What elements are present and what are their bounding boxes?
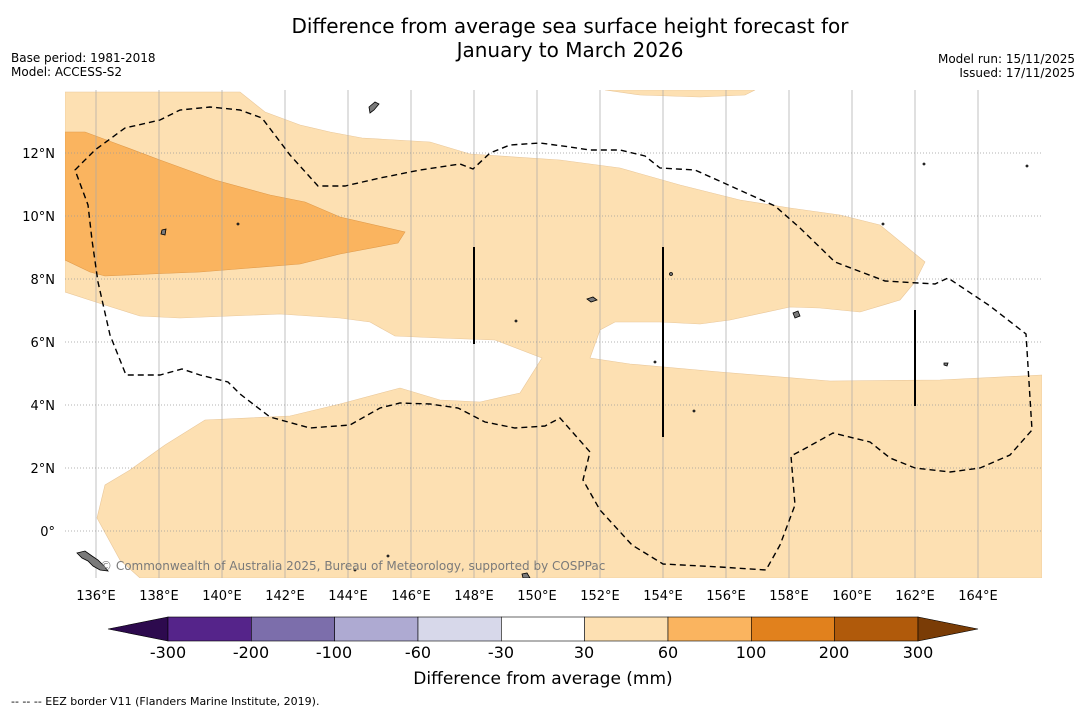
- colorbar-cell: [667, 616, 752, 642]
- marker-lines: [473, 247, 916, 437]
- anomaly-region-30-60: [65, 91, 1042, 578]
- colorbar-labels: -300 -200 -100 -60 -30 30 60 100 200 300: [150, 643, 933, 662]
- base-period-text: Base period: 1981-2018: [11, 51, 156, 65]
- lon-label: 142°E: [265, 589, 305, 604]
- colorbar-label: 60: [658, 643, 678, 662]
- lon-label: 136°E: [76, 589, 116, 604]
- colorbar-title: Difference from average (mm): [413, 669, 672, 689]
- colorbar-cells: [167, 616, 919, 642]
- map-title-line2: January to March 2026: [456, 38, 684, 62]
- lat-label: 12°N: [22, 147, 55, 162]
- lon-label: 152°E: [580, 589, 620, 604]
- lat-label: 10°N: [22, 210, 55, 225]
- colorbar-cell: [751, 616, 835, 642]
- model-text: Model: ACCESS-S2: [11, 65, 123, 79]
- lon-label: 164°E: [958, 589, 998, 604]
- lat-labels: 12°N 10°N 8°N 6°N 4°N 2°N 0°: [22, 147, 55, 540]
- eez-border: [74, 106, 1033, 571]
- colorbar-cell: [501, 616, 585, 642]
- lon-label: 140°E: [202, 589, 242, 604]
- lon-label: 158°E: [769, 589, 809, 604]
- lon-label: 150°E: [517, 589, 557, 604]
- lon-label: 160°E: [832, 589, 872, 604]
- colorbar: -300 -200 -100 -60 -30 30 60 100 200 300…: [107, 616, 979, 689]
- meta-right: Model run: 15/11/2025 Issued: 17/11/2025: [938, 52, 1075, 80]
- lon-label: 148°E: [454, 589, 494, 604]
- credit-text: © Commonwealth of Australia 2025, Bureau…: [100, 559, 605, 573]
- lon-label: 144°E: [328, 589, 368, 604]
- colorbar-cell: [251, 616, 335, 642]
- map-title: Difference from average sea surface heig…: [0, 14, 1085, 62]
- model-run-text: Model run: 15/11/2025: [937, 52, 1075, 66]
- lat-label: 6°N: [31, 336, 56, 351]
- colorbar-label: -30: [488, 643, 514, 662]
- colorbar-cell: [584, 616, 669, 642]
- colorbar-label: 100: [736, 643, 767, 662]
- lat-label: 2°N: [31, 462, 56, 477]
- colorbar-extend-low: [107, 616, 169, 642]
- map-plot-area: [65, 90, 1042, 578]
- colorbar-label: -200: [233, 643, 269, 662]
- lon-labels: 136°E 138°E 140°E 142°E 144°E 146°E 148°…: [76, 589, 998, 604]
- colorbar-cell: [834, 616, 919, 642]
- lon-label: 154°E: [643, 589, 683, 604]
- lat-label: 0°: [40, 525, 55, 540]
- anomaly-region-60-100: [65, 131, 406, 277]
- colorbar-label: 30: [574, 643, 594, 662]
- issued-text: Issued: 17/11/2025: [959, 66, 1075, 80]
- lat-label: 8°N: [31, 273, 56, 288]
- colorbar-label: -60: [405, 643, 431, 662]
- islands: [76, 101, 1029, 578]
- lon-label: 146°E: [391, 589, 431, 604]
- colorbar-label: -300: [150, 643, 186, 662]
- colorbar-label: 200: [819, 643, 850, 662]
- footnote: -- -- -- EEZ border V11 (Flanders Marine…: [11, 695, 320, 708]
- colorbar-label: 300: [903, 643, 934, 662]
- colorbar-cell: [334, 616, 419, 642]
- anomaly-region-top-strip: [604, 90, 756, 98]
- colorbar-cell: [167, 616, 252, 642]
- colorbar-label: -100: [316, 643, 352, 662]
- lon-label: 138°E: [139, 589, 179, 604]
- colorbar-cell: [417, 616, 502, 642]
- map-title-line1: Difference from average sea surface heig…: [291, 14, 849, 38]
- lat-label: 4°N: [31, 399, 56, 414]
- graticule-latitudes: [65, 152, 1042, 532]
- colorbar-extend-high: [917, 616, 979, 642]
- meta-left: Base period: 1981-2018 Model: ACCESS-S2: [11, 51, 156, 79]
- lon-label: 156°E: [706, 589, 746, 604]
- lon-label: 162°E: [895, 589, 935, 604]
